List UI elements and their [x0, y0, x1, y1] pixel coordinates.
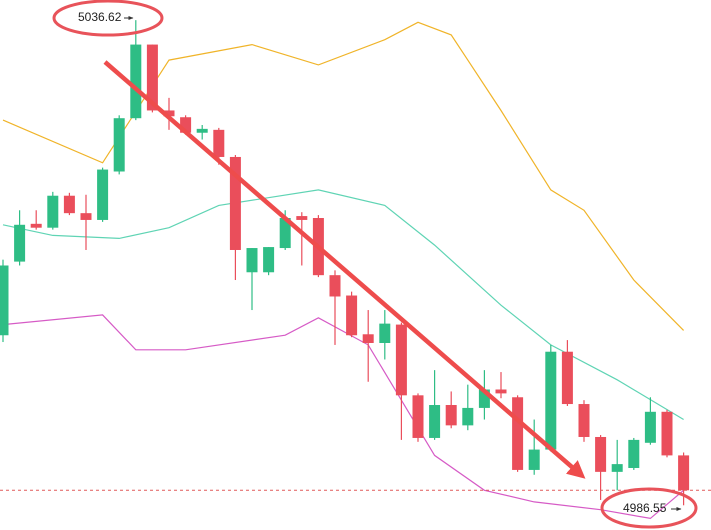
candle-body	[595, 436, 607, 472]
bands	[2, 21, 685, 520]
candle-body	[644, 411, 656, 443]
candle-body	[113, 118, 125, 172]
highlight-circle	[600, 487, 698, 529]
candle-body	[545, 351, 557, 450]
candle-body	[495, 389, 507, 394]
candle-body	[445, 405, 457, 426]
candle-body	[628, 439, 640, 468]
candle-body	[379, 323, 391, 343]
candle-body	[611, 464, 623, 472]
candle-body	[246, 248, 258, 273]
candle-body	[678, 455, 690, 491]
band-line	[2, 189, 684, 421]
candle-body	[30, 223, 42, 228]
candle-body	[462, 407, 474, 426]
candle-body	[296, 216, 308, 220]
candle-body	[279, 218, 291, 249]
candle-body	[429, 405, 441, 438]
candle-body	[163, 110, 175, 117]
candle-body	[196, 128, 208, 133]
low-label: 4986.55	[623, 501, 667, 515]
band-line	[2, 314, 684, 520]
candle-body	[412, 395, 424, 438]
candle-body	[0, 265, 9, 336]
candle-body	[661, 411, 673, 456]
candles	[0, 20, 711, 506]
candle-body	[263, 247, 275, 273]
candle-body	[512, 397, 524, 470]
overlay: 5036.62 4986.55	[52, 0, 698, 529]
candle-body	[213, 129, 225, 157]
candle-body	[63, 195, 75, 214]
candle-body	[329, 275, 341, 297]
candle-body	[146, 44, 158, 111]
highlight-circle	[52, 0, 164, 37]
high-label: 5036.62	[78, 10, 122, 24]
candle-body	[561, 351, 573, 405]
candle-body	[130, 44, 142, 119]
candle-body	[395, 324, 407, 396]
trend-arrow	[103, 60, 586, 479]
candle-body	[97, 169, 109, 220]
candle-body	[229, 156, 241, 250]
candle-body	[578, 404, 590, 437]
candle-body	[47, 195, 59, 228]
candle-body	[362, 334, 374, 343]
candle-body	[14, 224, 26, 262]
candle-body	[478, 389, 490, 408]
candle-body	[346, 295, 358, 336]
band-line	[2, 21, 685, 331]
candle-body	[80, 213, 92, 220]
candle-body	[180, 117, 192, 133]
candle-body	[528, 449, 540, 470]
